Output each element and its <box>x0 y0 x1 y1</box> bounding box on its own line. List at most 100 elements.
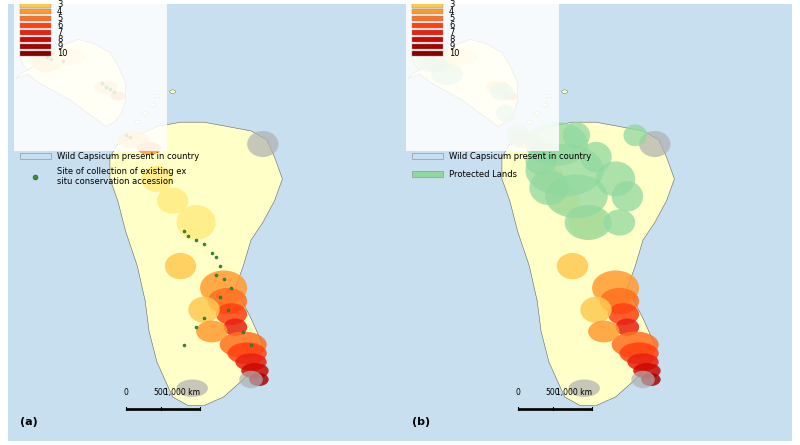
Ellipse shape <box>177 380 208 397</box>
Text: 5: 5 <box>57 14 62 23</box>
Ellipse shape <box>596 162 635 196</box>
Bar <box>20 2 51 8</box>
Ellipse shape <box>612 332 658 358</box>
Ellipse shape <box>170 90 175 93</box>
Ellipse shape <box>530 142 553 155</box>
Ellipse shape <box>118 131 149 148</box>
Text: 10: 10 <box>57 49 67 58</box>
Ellipse shape <box>526 148 557 174</box>
Bar <box>20 51 51 57</box>
Ellipse shape <box>177 205 216 240</box>
Text: 6: 6 <box>449 21 454 30</box>
Ellipse shape <box>534 166 565 192</box>
Ellipse shape <box>249 373 269 386</box>
Ellipse shape <box>216 303 247 325</box>
Polygon shape <box>502 122 674 406</box>
Ellipse shape <box>416 50 447 72</box>
Text: (a): (a) <box>20 417 38 428</box>
Text: 6: 6 <box>57 21 62 30</box>
Ellipse shape <box>562 90 567 93</box>
Bar <box>412 30 443 36</box>
Text: 4: 4 <box>57 8 62 16</box>
Ellipse shape <box>431 63 462 85</box>
Ellipse shape <box>549 188 580 214</box>
Ellipse shape <box>496 105 516 122</box>
Bar <box>412 170 443 177</box>
Ellipse shape <box>526 144 604 196</box>
Ellipse shape <box>641 373 661 386</box>
Ellipse shape <box>200 271 247 305</box>
Ellipse shape <box>196 320 227 343</box>
Bar <box>20 16 51 21</box>
Ellipse shape <box>600 288 639 314</box>
Ellipse shape <box>31 50 63 72</box>
Text: Site of collection of existing ex
situ conservation accession: Site of collection of existing ex situ c… <box>57 167 186 186</box>
Polygon shape <box>408 39 518 126</box>
Text: Wild Capsicum present in country: Wild Capsicum present in country <box>57 152 199 161</box>
Ellipse shape <box>557 253 588 279</box>
Ellipse shape <box>208 288 247 314</box>
FancyBboxPatch shape <box>14 0 166 150</box>
Ellipse shape <box>562 122 590 148</box>
Ellipse shape <box>242 363 269 379</box>
Ellipse shape <box>138 142 161 155</box>
Bar <box>412 23 443 28</box>
Ellipse shape <box>526 122 588 166</box>
Ellipse shape <box>580 297 612 323</box>
Ellipse shape <box>423 50 455 72</box>
FancyBboxPatch shape <box>406 0 558 150</box>
Ellipse shape <box>631 371 654 388</box>
Bar <box>20 23 51 28</box>
Ellipse shape <box>588 320 619 343</box>
Ellipse shape <box>546 94 552 98</box>
Text: 2: 2 <box>449 0 454 2</box>
Text: 5: 5 <box>449 14 454 23</box>
Ellipse shape <box>545 174 608 218</box>
Ellipse shape <box>165 253 196 279</box>
Ellipse shape <box>534 112 540 115</box>
Text: 7: 7 <box>449 28 454 37</box>
Ellipse shape <box>220 332 266 358</box>
Ellipse shape <box>623 125 647 146</box>
Ellipse shape <box>510 131 541 148</box>
Ellipse shape <box>592 271 639 305</box>
Bar <box>20 44 51 49</box>
Text: Wild Capsicum present in country: Wild Capsicum present in country <box>449 152 591 161</box>
Ellipse shape <box>157 188 188 214</box>
Ellipse shape <box>188 297 220 323</box>
Ellipse shape <box>639 131 670 157</box>
Text: 2: 2 <box>57 0 62 2</box>
Polygon shape <box>16 39 126 126</box>
FancyBboxPatch shape <box>8 4 400 441</box>
Text: Protected Lands: Protected Lands <box>449 170 517 178</box>
Text: 10: 10 <box>449 49 459 58</box>
Text: 9: 9 <box>449 42 454 51</box>
Ellipse shape <box>604 210 635 235</box>
Text: 3: 3 <box>449 0 454 9</box>
Text: 0: 0 <box>124 388 129 397</box>
Bar <box>412 51 443 57</box>
Bar <box>126 409 200 410</box>
Text: 8: 8 <box>449 35 454 44</box>
Ellipse shape <box>542 103 548 106</box>
Bar <box>20 153 51 159</box>
Text: 1,000 km: 1,000 km <box>556 388 592 397</box>
Ellipse shape <box>154 94 160 98</box>
Ellipse shape <box>612 181 643 211</box>
Ellipse shape <box>502 92 518 101</box>
Bar <box>20 9 51 15</box>
Bar <box>412 9 443 15</box>
Text: 1,000 km: 1,000 km <box>164 388 200 397</box>
Ellipse shape <box>110 92 126 101</box>
Ellipse shape <box>569 380 600 397</box>
Bar <box>412 37 443 42</box>
Polygon shape <box>20 35 39 70</box>
Ellipse shape <box>580 142 612 172</box>
Ellipse shape <box>627 353 658 371</box>
Ellipse shape <box>439 48 478 65</box>
Ellipse shape <box>247 131 278 157</box>
Ellipse shape <box>526 121 532 124</box>
Text: 4: 4 <box>449 8 454 16</box>
Ellipse shape <box>569 205 608 240</box>
Ellipse shape <box>142 112 148 115</box>
